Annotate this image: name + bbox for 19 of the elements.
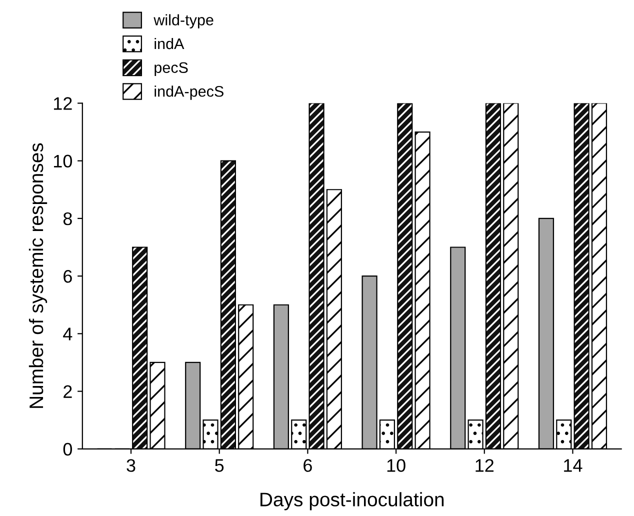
y-tick-label: 10 (54, 154, 72, 168)
legend-label: indA-pecS (154, 86, 224, 100)
x-axis-title: Days post-inoculation (260, 492, 444, 510)
y-tick-label: 4 (63, 328, 72, 340)
y-tick-label: 8 (63, 212, 72, 226)
legend-label: indA (154, 38, 184, 50)
legend-label: wild-type (154, 14, 214, 28)
y-tick-label: 0 (63, 442, 72, 456)
x-tick-label: 14 (564, 459, 582, 472)
x-tick-label: 12 (476, 459, 494, 472)
x-tick-label: 3 (126, 459, 136, 472)
y-tick-label: 2 (64, 385, 72, 398)
x-tick-label: 5 (215, 459, 224, 472)
legend-label: pecS (154, 62, 188, 76)
y-tick-label: 12 (54, 97, 72, 110)
y-axis-title: Number of systemic responses (28, 143, 48, 408)
x-tick-label: 6 (304, 459, 312, 472)
x-tick-label: 10 (387, 459, 406, 472)
y-tick-label: 6 (64, 270, 72, 283)
